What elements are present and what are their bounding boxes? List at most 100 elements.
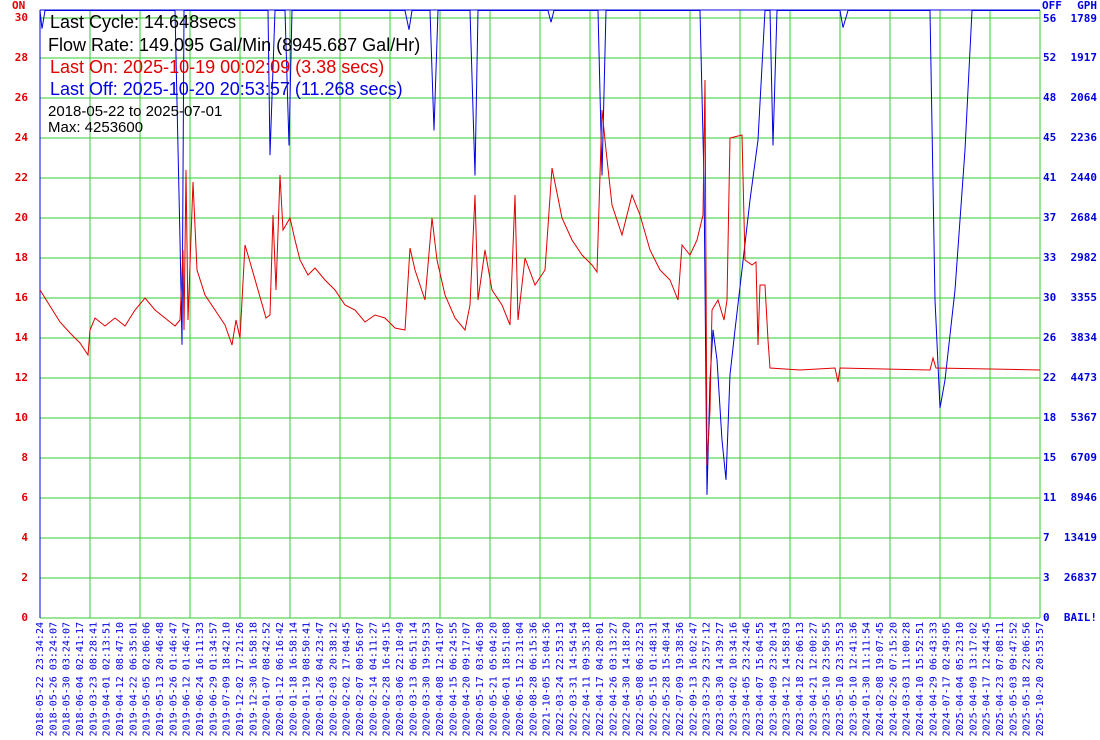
x-tick-label: 2018-06-04 02:41:17 <box>75 622 86 736</box>
x-tick-label: 2022-09-13 16:02:47 <box>688 622 699 736</box>
x-tick-label: 2025-05-18 22:06:56 <box>1022 622 1033 736</box>
x-tick-label: 2023-03-30 14:39:27 <box>715 622 726 736</box>
x-tick-label: 2024-07-17 02:49:05 <box>942 622 953 736</box>
x-tick-label: 2019-05-26 01:46:47 <box>168 622 179 736</box>
y2-tick-label: 18 <box>1043 411 1056 424</box>
gph-tick-label: 8946 <box>1071 491 1098 504</box>
annotation: Last On: 2025-10-19 00:02:09 (3.38 secs) <box>50 57 384 77</box>
x-tick-label: 2022-04-11 09:35:18 <box>582 622 593 736</box>
y-tick-label: 26 <box>15 91 29 104</box>
y2-tick-label: 15 <box>1043 451 1056 464</box>
x-tick-label: 2023-04-12 14:58:03 <box>782 622 793 736</box>
x-tick-label: 2020-02-28 16:49:15 <box>382 622 393 736</box>
y2-tick-label: 33 <box>1043 251 1056 264</box>
x-tick-label: 2019-06-24 16:11:33 <box>195 622 206 736</box>
y-tick-label: 22 <box>15 171 28 184</box>
x-tick-label: 2022-07-09 19:38:36 <box>675 622 686 736</box>
y-tick-label: 20 <box>15 211 28 224</box>
annotation: Max: 4253600 <box>48 119 143 136</box>
gph-tick-label: 1917 <box>1071 51 1098 64</box>
x-tick-label: 2024-04-29 06:43:33 <box>928 622 939 736</box>
x-tick-label: 2019-06-12 01:46:47 <box>182 622 193 736</box>
gph-tick-label: 2236 <box>1071 131 1098 144</box>
y-tick-label: 8 <box>21 451 28 464</box>
x-tick-label: 2023-04-07 15:04:55 <box>755 622 766 736</box>
x-tick-label: 2023-04-05 23:24:46 <box>742 622 753 736</box>
x-tick-label: 2020-01-12 06:16:42 <box>275 622 286 736</box>
y2-tick-label: 22 <box>1043 371 1056 384</box>
x-tick-label: 2022-05-08 06:32:53 <box>635 622 646 736</box>
x-tick-label: 2020-01-18 16:58:14 <box>288 622 299 736</box>
x-tick-label: 2020-02-02 17:04:45 <box>342 622 353 736</box>
x-tick-label: 2022-05-15 01:48:31 <box>648 622 659 736</box>
gph-tick-label: 13419 <box>1064 531 1097 544</box>
y3-axis-header: GPH <box>1077 0 1097 12</box>
y-tick-label: 18 <box>15 251 28 264</box>
x-tick-label: 2020-01-26 04:23:47 <box>315 622 326 736</box>
y-tick-label: 10 <box>15 411 28 424</box>
x-tick-label: 2020-01-07 08:42:52 <box>262 622 273 736</box>
x-tick-label: 2019-07-09 18:42:10 <box>222 622 233 736</box>
gph-tick-label: 1789 <box>1071 12 1098 25</box>
gph-tick-label: 3834 <box>1071 331 1098 344</box>
x-tick-label: 2019-03-23 08:28:41 <box>88 622 99 736</box>
x-tick-label: 2020-06-01 18:51:08 <box>502 622 513 736</box>
y-tick-label: 30 <box>15 11 28 24</box>
x-tick-label: 2020-02-07 00:56:07 <box>355 622 366 736</box>
x-tick-label: 2022-04-30 14:18:20 <box>622 622 633 736</box>
x-tick-label: 2020-01-19 08:50:41 <box>302 622 313 736</box>
x-tick-label: 2023-05-10 12:41:36 <box>848 622 859 736</box>
gph-tick-label: 2982 <box>1071 251 1098 264</box>
y2-tick-label: 7 <box>1043 531 1050 544</box>
gph-tick-label: 26837 <box>1064 571 1097 584</box>
x-tick-label: 2022-05-28 15:40:34 <box>662 622 673 736</box>
x-tick-label: 2020-06-15 12:31:04 <box>515 622 526 736</box>
x-tick-label: 2023-05-10 23:50:55 <box>822 622 833 736</box>
gph-tick-label: 3355 <box>1071 291 1098 304</box>
gph-tick-label: 2440 <box>1071 171 1098 184</box>
x-tick-label: 2023-04-02 10:34:16 <box>728 622 739 736</box>
series-line <box>39 79 1041 466</box>
x-tick-label: 2020-03-13 06:51:14 <box>408 622 419 736</box>
y-tick-label: 14 <box>15 331 29 344</box>
gph-tick-label: BAIL! <box>1064 611 1097 624</box>
x-tick-label: 2025-04-04 05:23:10 <box>955 622 966 736</box>
y2-tick-label: 45 <box>1043 131 1056 144</box>
x-tick-label: 2019-04-22 06:35:01 <box>128 622 139 736</box>
x-tick-label: 2019-12-30 16:58:18 <box>248 622 259 736</box>
gph-tick-label: 2064 <box>1071 91 1098 104</box>
x-tick-label: 2020-03-30 19:59:53 <box>422 622 433 736</box>
y2-tick-label: 37 <box>1043 211 1056 224</box>
x-tick-label: 2022-04-17 04:20:01 <box>595 622 606 736</box>
x-tick-label: 2023-03-29 23:57:12 <box>702 622 713 736</box>
x-tick-label: 2019-04-01 02:13:51 <box>102 622 113 736</box>
x-tick-label: 2020-02-14 04:11:27 <box>368 622 379 736</box>
x-tick-label: 2024-01-30 11:11:54 <box>862 622 873 736</box>
y-tick-label: 4 <box>21 531 28 544</box>
gph-tick-label: 6709 <box>1071 451 1098 464</box>
x-tick-label: 2021-10-05 15:04:36 <box>542 622 553 736</box>
x-tick-label: 2019-06-29 01:34:57 <box>208 622 219 736</box>
y-axis-header: ON <box>12 0 25 12</box>
x-tick-label: 2025-10-20 20:53:57 <box>1035 622 1046 736</box>
x-tick-label: 2025-04-17 12:44:45 <box>982 622 993 736</box>
gph-tick-label: 5367 <box>1071 411 1098 424</box>
y2-tick-label: 48 <box>1043 91 1056 104</box>
y2-tick-label: 56 <box>1043 12 1057 25</box>
annotation: Flow Rate: 149.095 Gal/Min (8945.687 Gal… <box>48 35 420 55</box>
x-tick-label: 2019-04-12 08:47:10 <box>115 622 126 736</box>
y2-tick-label: 26 <box>1043 331 1057 344</box>
x-tick-label: 2020-03-06 22:10:49 <box>395 622 406 736</box>
gph-tick-label: 2684 <box>1071 211 1098 224</box>
x-tick-label: 2023-04-09 23:20:14 <box>768 622 779 736</box>
x-tick-label: 2018-05-26 03:24:07 <box>48 622 59 736</box>
x-tick-label: 2024-02-26 07:15:20 <box>888 622 899 736</box>
series-line <box>39 10 1040 495</box>
x-tick-label: 2025-04-09 13:17:02 <box>968 622 979 736</box>
x-tick-label: 2022-04-26 03:13:27 <box>608 622 619 736</box>
x-tick-label: 2024-02-08 19:07:45 <box>875 622 886 736</box>
x-tick-label: 2018-05-22 23:34:24 <box>35 622 46 736</box>
x-tick-label: 2020-04-20 09:17:07 <box>462 622 473 736</box>
x-tick-label: 2020-05-17 03:46:30 <box>475 622 486 736</box>
